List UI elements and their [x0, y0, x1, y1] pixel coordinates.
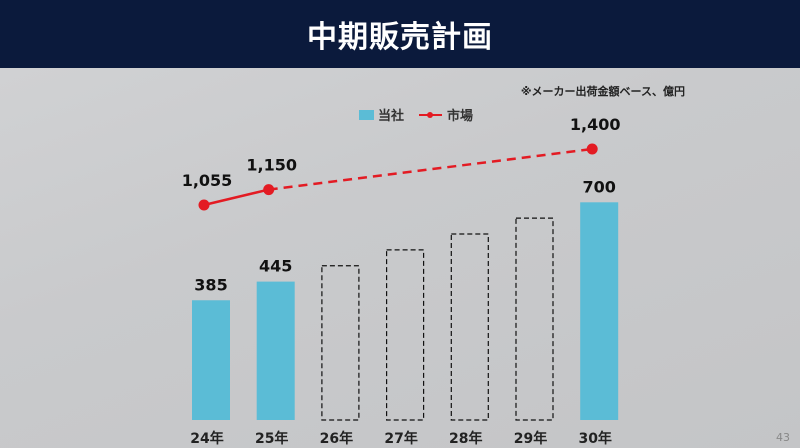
bar-25年	[256, 281, 295, 420]
x-tick-25年: 25年	[255, 430, 288, 447]
x-tick-24年: 24年	[190, 430, 223, 447]
legend-label-当社: 当社	[378, 108, 404, 124]
market-line-dashed	[268, 147, 593, 191]
market-point-30年	[586, 143, 598, 155]
bar-value-30年: 700	[582, 177, 615, 196]
legend-swatch-dot-市場	[427, 112, 433, 118]
market-value-24年: 1,055	[182, 171, 233, 190]
market-value-30年: 1,400	[570, 115, 621, 134]
placeholder-bar-27年	[386, 249, 425, 421]
x-tick-26年: 26年	[320, 430, 353, 447]
page-title: 中期販売計画	[307, 20, 493, 55]
market-point-25年	[263, 184, 275, 196]
market-point-24年	[198, 199, 210, 211]
x-tick-27年: 27年	[384, 430, 417, 447]
placeholder-bar-26年	[321, 265, 360, 421]
x-tick-30年: 30年	[578, 430, 611, 447]
bar-24年	[192, 300, 230, 420]
market-value-25年: 1,150	[246, 156, 297, 175]
bar-value-25年: 445	[259, 257, 292, 276]
bar-value-24年: 385	[194, 275, 227, 294]
placeholder-bar-29年	[515, 217, 554, 421]
x-tick-28年: 28年	[449, 430, 482, 447]
page-number: 43	[776, 431, 790, 444]
x-tick-29年: 29年	[514, 430, 547, 447]
unit-note: ※メーカー出荷金額ベース、億円	[520, 85, 685, 98]
legend-swatch-当社	[359, 110, 374, 120]
bar-30年	[580, 202, 619, 420]
legend-label-市場: 市場	[447, 108, 473, 124]
header-bar: 中期販売計画	[0, 0, 800, 68]
placeholder-bar-28年	[450, 233, 489, 421]
market-line-solid	[203, 188, 269, 207]
